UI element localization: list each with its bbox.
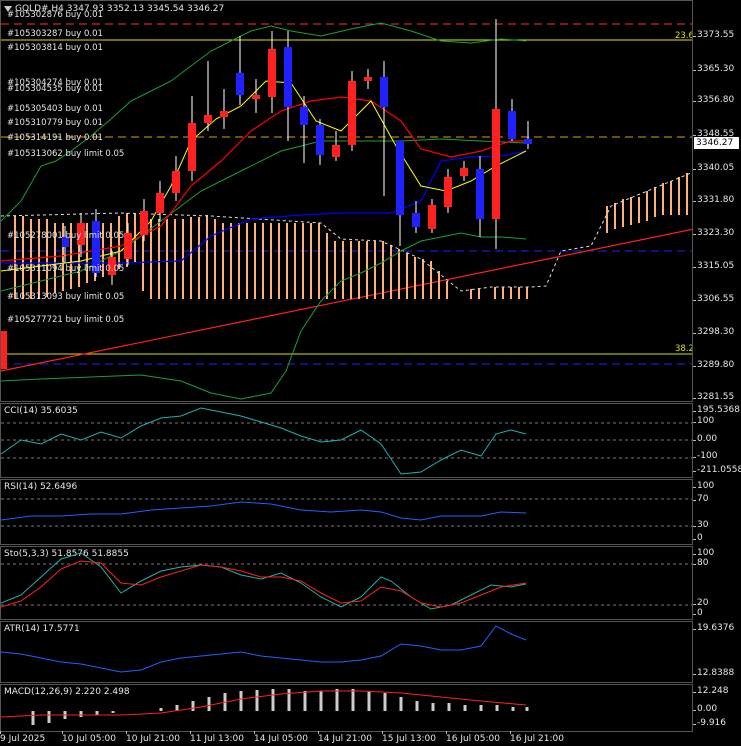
current-price-tag: 3346.27 xyxy=(694,137,739,149)
order-label[interactable]: #105304535 buy 0.01 xyxy=(7,84,103,94)
cloud-span-a xyxy=(1,172,692,292)
fib-382-label: 38.2 xyxy=(675,344,693,354)
time-tick: 16 Jul 05:00 xyxy=(446,731,500,744)
sto-tick: 80 xyxy=(692,558,709,568)
order-label[interactable]: #105313093 buy limit 0.05 xyxy=(7,292,125,302)
order-label[interactable]: #105303814 buy 0.01 xyxy=(7,43,103,53)
price-tick: 3356.80 xyxy=(692,95,735,105)
atr-label: ATR(14) 17.5771 xyxy=(4,624,80,634)
macd-tick: -9.916 xyxy=(692,718,727,728)
atr-tick: 12.8388 xyxy=(692,668,735,678)
cci-tick: 100 xyxy=(692,416,715,426)
price-scale[interactable]: 3373.55 3365.30 3356.80 3348.55 3340.05 … xyxy=(692,0,741,402)
cci-line xyxy=(1,407,527,475)
time-axis[interactable]: 9 Jul 2025 10 Jul 05:00 10 Jul 21:00 11 … xyxy=(0,731,741,746)
price-tick: 3323.30 xyxy=(692,228,735,238)
atr-pane[interactable]: ATR(14) 17.5771 xyxy=(0,621,693,683)
time-tick: 11 Jul 13:00 xyxy=(190,731,244,744)
sto-label: Sto(5,3,3) 51.8576 51.8855 xyxy=(4,549,129,559)
rsi-canvas xyxy=(1,498,692,527)
cci-tick: -100 xyxy=(692,451,718,461)
symbol-name: GOLD#,H4 xyxy=(15,4,64,14)
atr-line xyxy=(1,625,527,673)
price-tick: 3340.05 xyxy=(692,163,735,173)
order-label[interactable]: #105303287 buy 0.01 xyxy=(7,29,103,39)
price-tick: 3306.55 xyxy=(692,294,735,304)
rsi-scale: 100 70 30 0 xyxy=(692,479,741,545)
cci-canvas xyxy=(1,407,692,475)
rsi-line xyxy=(1,501,527,521)
cci-tick: 0.00 xyxy=(692,434,718,444)
macd-tick: 0.00 xyxy=(692,704,718,714)
lower-band xyxy=(1,232,527,400)
ichimoku-cloud xyxy=(14,173,688,299)
rsi-tick: 70 xyxy=(692,494,709,504)
rsi-tick: 30 xyxy=(692,520,709,530)
macd-label: MACD(12,26,9) 2.220 2.498 xyxy=(4,687,130,697)
mid-band xyxy=(1,138,527,292)
rsi-tick: 100 xyxy=(692,481,715,491)
time-tick: 10 Jul 05:00 xyxy=(62,731,116,744)
cci-tick: 195.5368 xyxy=(693,405,740,415)
macd-signal-line xyxy=(1,690,527,718)
order-label[interactable]: #105310779 buy 0.01 xyxy=(7,118,103,128)
price-chart-canvas xyxy=(1,19,692,400)
cci-pane[interactable]: CCI(14) 35.6035 xyxy=(0,403,693,478)
price-tick: 3331.80 xyxy=(692,195,735,205)
rsi-pane[interactable]: RSI(14) 52.6496 xyxy=(0,479,693,545)
price-tick: 3348.55 xyxy=(692,129,735,139)
order-label[interactable]: #105311094 buy limit 0.05 xyxy=(7,264,125,274)
order-label[interactable]: #105277721 buy limit 0.05 xyxy=(7,315,125,325)
upper-band xyxy=(1,22,527,222)
time-tick: 14 Jul 05:00 xyxy=(254,731,308,744)
order-label[interactable]: #105278001 buy limit 0.05 xyxy=(7,231,125,241)
chart-header: GOLD#,H4 3347.93 3352.13 3345.54 3346.27 xyxy=(15,4,224,14)
sto-signal-line xyxy=(1,560,527,608)
price-tick: 3298.30 xyxy=(692,327,735,337)
symbol-dropdown-icon[interactable] xyxy=(4,6,12,12)
price-tick: 3373.55 xyxy=(692,30,735,40)
order-label[interactable]: #105314191 buy 0.01 xyxy=(7,133,103,143)
macd-scale: 12.248 0.00 -9.916 xyxy=(692,684,741,732)
time-tick: 10 Jul 21:00 xyxy=(126,731,180,744)
rsi-label: RSI(14) 52.6496 xyxy=(4,482,78,492)
sto-pane[interactable]: Sto(5,3,3) 51.8576 51.8855 xyxy=(0,546,693,620)
macd-canvas xyxy=(1,689,529,725)
macd-pane[interactable]: MACD(12,26,9) 2.220 2.498 xyxy=(0,684,693,732)
order-label[interactable]: #105302876 buy 0.01 xyxy=(7,10,103,20)
atr-canvas xyxy=(1,625,527,673)
rsi-tick: 0 xyxy=(693,533,703,543)
cci-scale: 195.5368 100 0.00 -100 -211.0558 xyxy=(692,403,741,478)
price-tick: 3281.55 xyxy=(692,392,735,402)
price-tick: 3289.80 xyxy=(692,360,735,370)
sto-tick: 100 xyxy=(692,548,715,558)
trendline xyxy=(1,228,692,372)
cci-label: CCI(14) 35.6035 xyxy=(4,406,78,416)
cci-tick: -211.0558 xyxy=(692,465,741,475)
order-label[interactable]: #105304274 buy 0.01 xyxy=(7,78,103,88)
main-chart-pane[interactable]: GOLD#,H4 3347.93 3352.13 3345.54 3346.27 xyxy=(0,0,693,402)
sto-canvas xyxy=(1,552,692,610)
ohlc-values: 3347.93 3352.13 3345.54 3346.27 xyxy=(66,4,225,14)
price-tick: 3365.30 xyxy=(692,64,735,74)
price-tick: 3315.05 xyxy=(692,261,735,271)
sto-scale: 100 80 20 0 xyxy=(692,546,741,620)
candles xyxy=(1,19,532,369)
order-label[interactable]: #105313062 buy limit 0.05 xyxy=(7,149,125,159)
macd-tick: 12.248 xyxy=(693,686,729,696)
atr-scale: 19.6376 12.8388 xyxy=(692,621,741,683)
time-tick: 14 Jul 21:00 xyxy=(318,731,372,744)
sto-tick: 0 xyxy=(693,608,703,618)
sto-tick: 20 xyxy=(692,598,709,608)
fib-236-label: 23.6 xyxy=(675,31,693,41)
time-tick: 16 Jul 21:00 xyxy=(510,731,564,744)
order-label[interactable]: #105305403 buy 0.01 xyxy=(7,104,103,114)
time-tick: 15 Jul 13:00 xyxy=(382,731,436,744)
atr-tick: 19.6376 xyxy=(692,623,735,633)
ma-slow xyxy=(1,150,527,264)
time-tick: 9 Jul 2025 xyxy=(0,731,46,744)
